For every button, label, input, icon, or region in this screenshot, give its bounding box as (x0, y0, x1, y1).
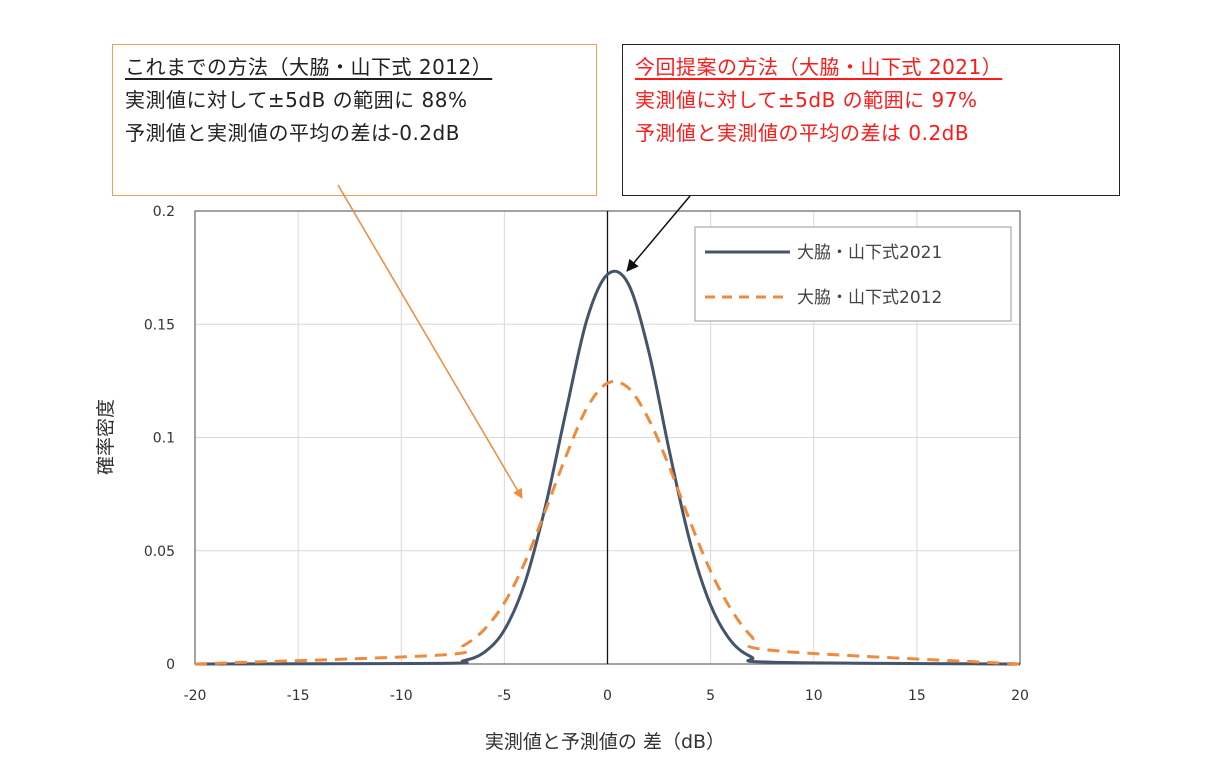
x-tick-label: 10 (805, 688, 823, 704)
y-tick-label: 0.2 (153, 204, 175, 220)
annotation-box-prev-method: これまでの方法（大脇・山下式 2012） 実測値に対して±5dB の範囲に 88… (112, 44, 597, 196)
x-tick-label: -5 (497, 688, 511, 704)
x-tick-label: 5 (706, 688, 715, 704)
x-tick-label: 15 (908, 688, 926, 704)
x-tick-label: 0 (603, 688, 612, 704)
x-tick-label: -10 (390, 688, 413, 704)
y-tick-label: 0.05 (144, 544, 175, 560)
tick-labels: -20 -15 -10 -5 0 5 10 15 20 0 0.05 0.1 0.15 0.2 (144, 204, 1029, 704)
annotation-new-title: 今回提案の方法（大脇・山下式 2021） (635, 55, 1003, 79)
annotation-prev-line2: 予測値と実測値の平均の差は-0.2dB (125, 121, 460, 145)
y-tick-label: 0.1 (153, 431, 175, 447)
x-axis-label: 実測値と予測値の 差（dB） (485, 731, 725, 753)
annotation-box-new-method: 今回提案の方法（大脇・山下式 2021） 実測値に対して±5dB の範囲に 97… (622, 44, 1120, 196)
series-line-2012 (194, 379, 1021, 666)
y-axis-label: 確率密度 (95, 399, 117, 475)
annotation-arrow-prev (337, 184, 523, 499)
annotation-arrow-new (626, 195, 691, 272)
legend: 大脇・山下式2021 大脇・山下式2012 (694, 226, 1012, 322)
annotation-prev-title: これまでの方法（大脇・山下式 2012） (125, 55, 493, 79)
legend-label-2021: 大脇・山下式2021 (797, 243, 942, 263)
legend-frame (694, 226, 1012, 322)
y-tick-label: 0 (166, 657, 175, 673)
x-tick-label: -15 (287, 688, 310, 704)
series-group (194, 269, 1021, 666)
y-tick-label: 0.15 (144, 317, 175, 333)
legend-label-2012: 大脇・山下式2012 (797, 288, 942, 308)
annotation-new-line2: 予測値と実測値の平均の差は 0.2dB (635, 121, 970, 145)
annotation-prev-line1: 実測値に対して±5dB の範囲に 88% (125, 88, 468, 112)
axes (194, 210, 1021, 665)
x-tick-label: -20 (184, 688, 207, 704)
series-line-2021 (194, 269, 1021, 666)
x-tick-label: 20 (1011, 688, 1029, 704)
annotation-new-line1: 実測値に対して±5dB の範囲に 97% (635, 88, 978, 112)
